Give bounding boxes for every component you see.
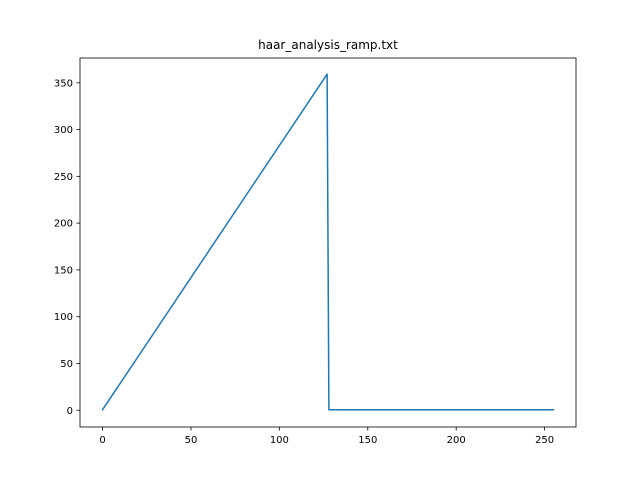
y-tick-label: 0 <box>67 406 73 417</box>
y-tick-label: 200 <box>54 219 73 230</box>
axes-frame <box>79 57 577 428</box>
y-tick-label: 350 <box>54 78 73 89</box>
x-tick-label: 200 <box>447 435 466 446</box>
plot-area: 0 50 100 150 200 250 0 50 100 150 200 250 300 350 <box>54 57 577 446</box>
chart-title: haar_analysis_ramp.txt <box>258 38 398 52</box>
y-tick-label: 300 <box>54 125 73 136</box>
y-tick-label: 250 <box>54 172 73 183</box>
x-tick-label: 150 <box>358 435 377 446</box>
series-line-0 <box>101 73 555 411</box>
y-tick-label: 50 <box>60 359 73 370</box>
x-tick-label: 100 <box>270 435 289 446</box>
x-tick-label: 250 <box>535 435 554 446</box>
y-tick-label: 150 <box>54 265 73 276</box>
x-tick-label: 0 <box>99 435 105 446</box>
y-tick-label: 100 <box>54 312 73 323</box>
x-tick-label: 50 <box>185 435 198 446</box>
